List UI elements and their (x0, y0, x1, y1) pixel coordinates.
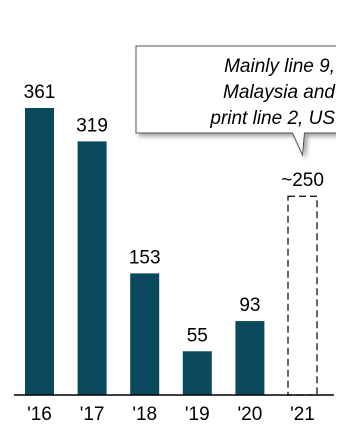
value-label-1: 319 (76, 115, 108, 136)
value-label-0: 361 (24, 82, 56, 103)
x-tick-label-3: '19 (185, 404, 210, 425)
callout-line-1: Malaysia and (223, 82, 336, 103)
callout-shape (135, 45, 336, 157)
value-label-3: 55 (187, 325, 208, 346)
bar-2 (130, 273, 160, 395)
bar-1 (77, 141, 107, 395)
x-tick-label-2: '18 (132, 404, 157, 425)
value-label-4: 93 (239, 295, 260, 316)
bars-group (25, 108, 318, 396)
value-label-2: 153 (129, 247, 161, 268)
callout-line-0: Mainly line 9, (224, 56, 335, 77)
x-tick-label-0: '16 (27, 404, 52, 425)
bar-5 (287, 195, 318, 396)
x-tick-labels-group: '16 '17 '18 '19 '20 '21 (27, 404, 315, 425)
x-tick-label-1: '17 (80, 404, 105, 425)
x-tick-label-5: '21 (290, 404, 315, 425)
value-label-5: ~250 (281, 170, 324, 191)
annotation-callout: Mainly line 9, Malaysia and print line 2, … (135, 45, 336, 157)
bar-0 (25, 108, 54, 395)
bar-3 (182, 351, 212, 395)
bar-4 (235, 321, 265, 395)
value-labels-group: 361 319 153 55 93 ~250 (24, 82, 324, 346)
callout-line-2: print line 2, US (209, 108, 335, 129)
x-tick-label-4: '20 (238, 404, 263, 425)
